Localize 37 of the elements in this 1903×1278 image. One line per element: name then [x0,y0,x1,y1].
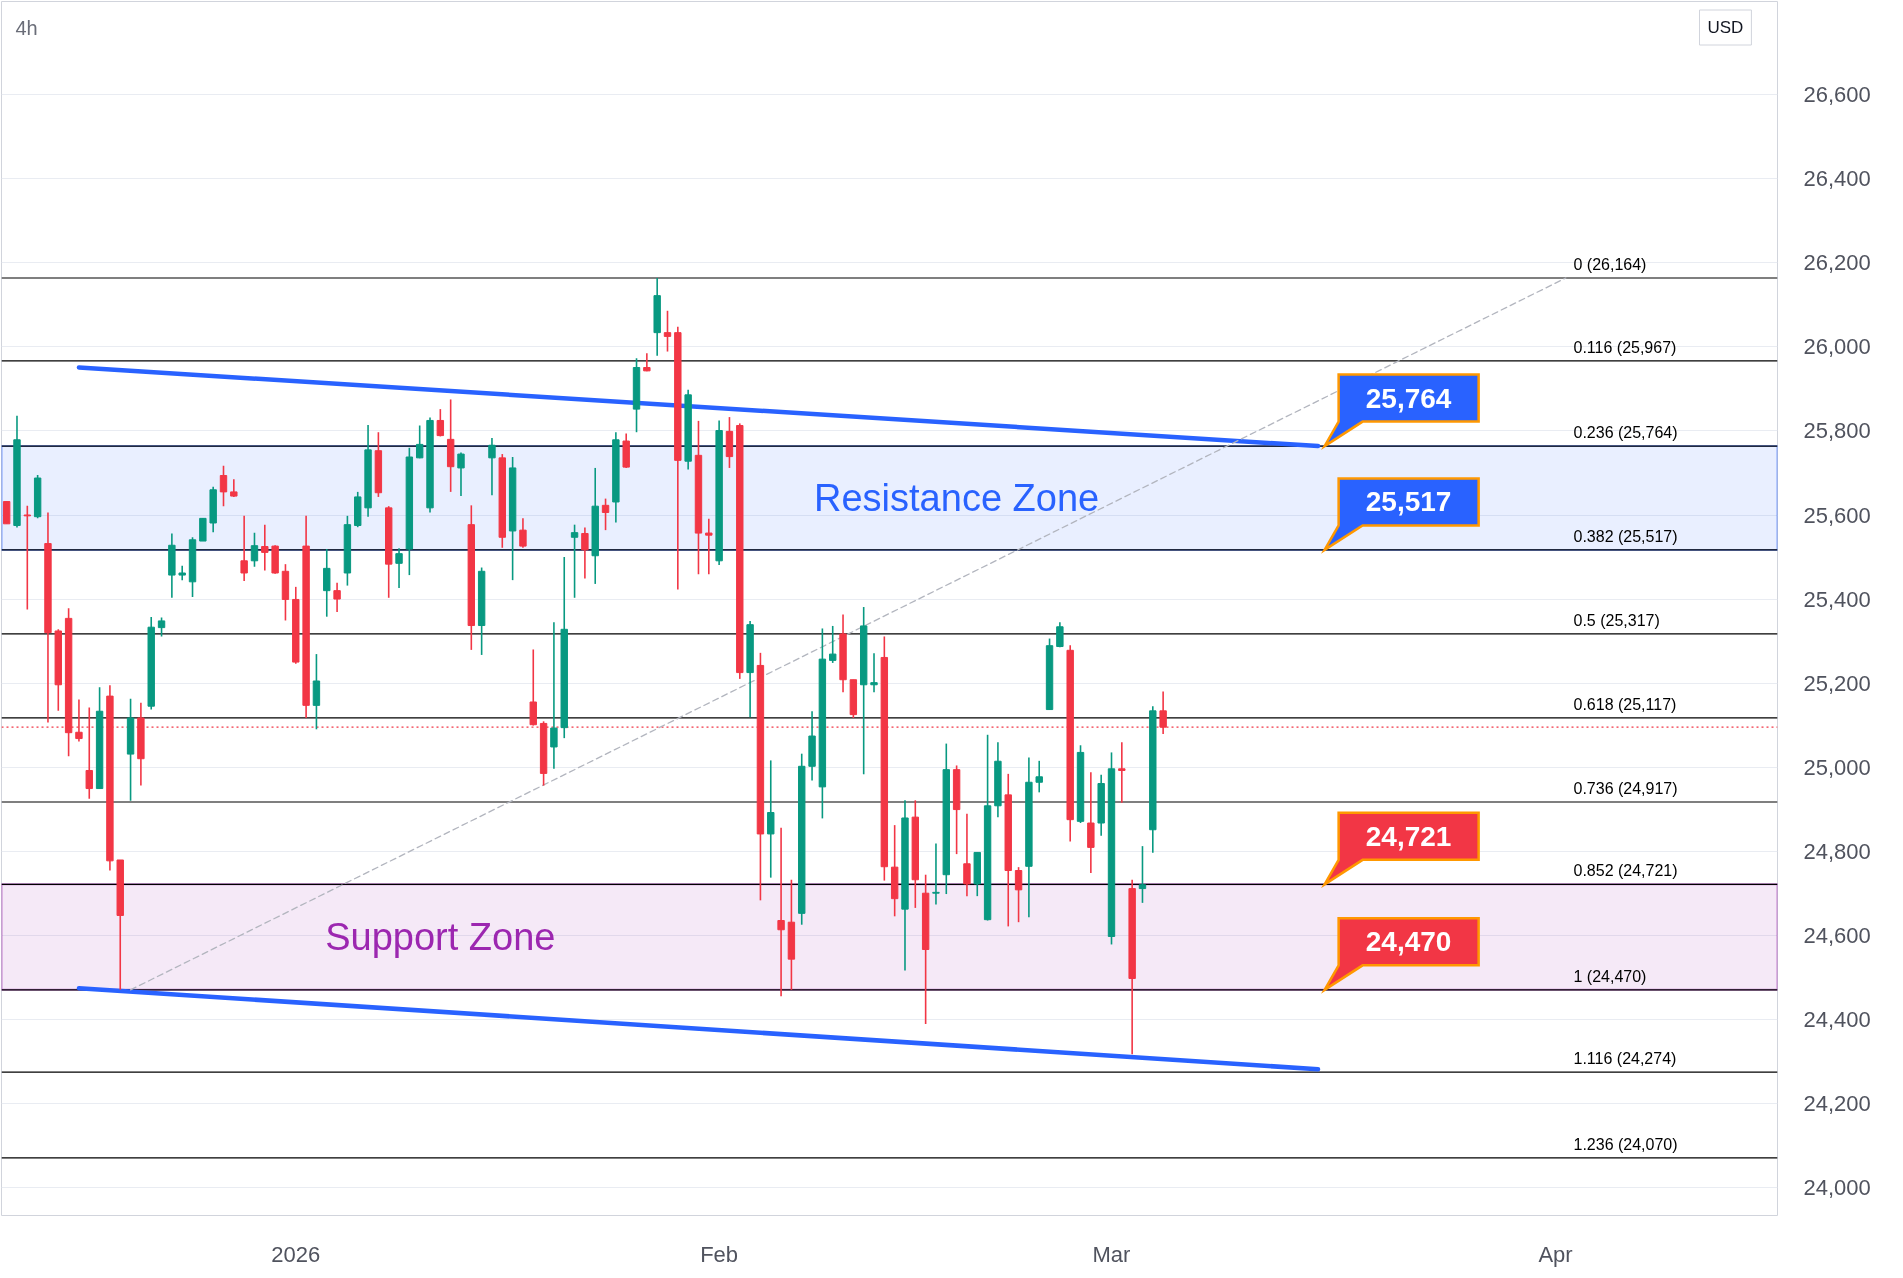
x-tick-label: 2026 [271,1241,321,1267]
band-label: Support Zone [325,916,556,959]
ref-line-label: 1.116 (24,274) [1573,1050,1677,1068]
annotation: 25,517 [1365,486,1452,518]
y-tick-label: 25,800 [1803,418,1871,444]
y-tick-label: 24,400 [1803,1006,1871,1032]
y-tick-label: 24,000 [1803,1174,1871,1200]
annotation: USD [1707,18,1744,37]
text: 4h [15,16,38,39]
ref-line-label: 0.5 (25,317) [1573,611,1660,629]
ref-line-label: 0.736 (24,917) [1573,780,1678,798]
ref-line-label: 0.236 (25,764) [1573,424,1678,442]
annotation: 24,721 [1365,820,1452,852]
ref-line-label: 0 (26,164) [1573,256,1647,273]
y-tick-label: 26,400 [1803,166,1871,192]
y-tick-label: 25,200 [1803,670,1871,696]
annotation: 25,764 [1365,382,1452,414]
x-tick-label: Mar [1092,1241,1131,1267]
x-tick-label: Feb [700,1241,739,1267]
ref-line-label: 1.236 (24,070) [1573,1135,1678,1153]
ref-line-label: 0.618 (25,117) [1573,695,1677,713]
ref-line-label: 0.382 (25,517) [1573,527,1678,545]
y-tick-label: 24,200 [1803,1090,1871,1116]
y-tick-label: 24,600 [1803,922,1871,948]
y-tick-label: 26,000 [1803,334,1871,360]
y-tick-label: 25,400 [1803,586,1871,612]
y-tick-label: 25,600 [1803,502,1871,528]
ref-line-label: 0.116 (25,967) [1573,338,1677,356]
annotation: 24,470 [1365,926,1452,958]
ref-line-label: 1 (24,470) [1573,967,1647,985]
band-label: Resistance Zone [814,476,1100,519]
y-tick-label: 26,600 [1803,82,1871,108]
x-tick-label: Apr [1538,1241,1573,1267]
ref-line-label: 0.852 (24,721) [1573,862,1678,880]
y-tick-label: 24,800 [1803,838,1871,864]
y-tick-label: 25,000 [1803,754,1871,780]
y-tick-label: 26,200 [1803,250,1871,276]
